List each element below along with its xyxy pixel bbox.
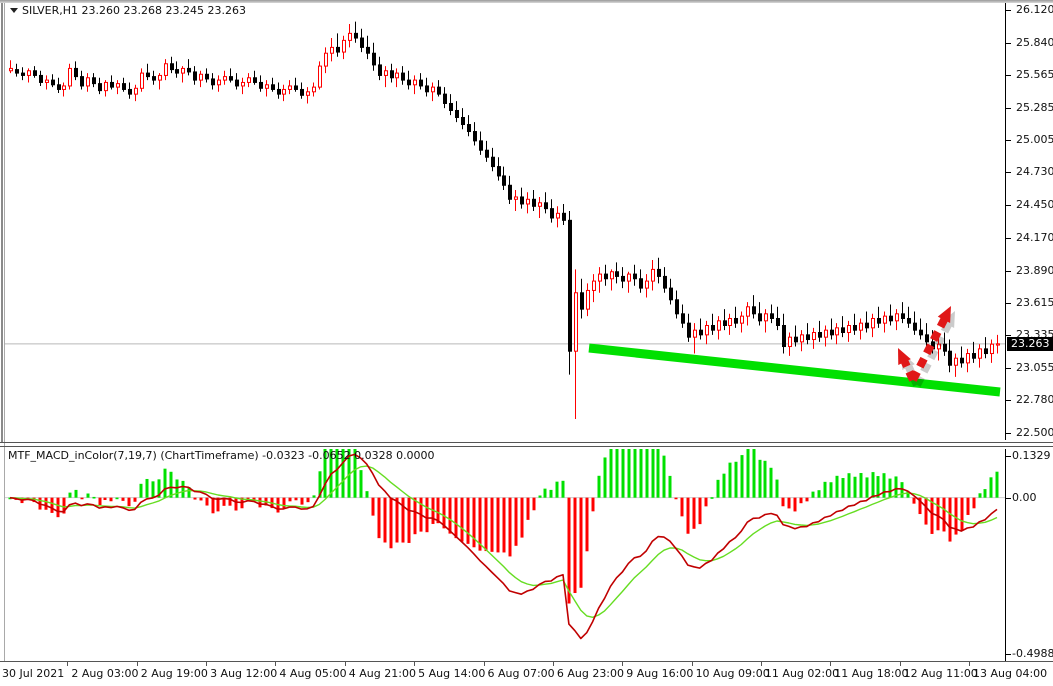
price-tick-label: 25.565: [1016, 67, 1053, 81]
time-tick-label: 4 Aug 21:00: [348, 667, 416, 680]
time-tick-label: 11 Aug 18:00: [834, 667, 909, 680]
price-tick-mark: [1006, 400, 1011, 402]
time-tick-mark: [622, 662, 624, 666]
time-tick-mark: [67, 662, 69, 666]
time-tick-mark: [136, 662, 138, 666]
price-tick-label: 25.840: [1016, 35, 1053, 49]
chevron-down-icon[interactable]: [10, 7, 18, 13]
window-top-border: [0, 0, 1053, 3]
time-tick-label: 12 Aug 11:00: [903, 667, 978, 680]
price-tick-mark: [1006, 172, 1011, 174]
price-tick-label: 26.120: [1016, 3, 1053, 16]
macd-indicator-pane[interactable]: [5, 449, 1005, 661]
price-tick-mark: [1006, 335, 1011, 337]
price-tick-mark: [1006, 368, 1011, 370]
macd-tick-label: 0.1329: [1012, 449, 1051, 462]
price-tick-label: 24.170: [1016, 230, 1053, 244]
price-tick-mark: [1006, 10, 1011, 11]
time-tick-label: 13 Aug 04:00: [973, 667, 1048, 680]
price-tick-label: 23.615: [1016, 295, 1053, 309]
time-tick-label: 6 Aug 23:00: [556, 667, 625, 680]
symbol-header[interactable]: SILVER,H1 23.260 23.268 23.245 23.263: [10, 5, 246, 17]
time-tick-mark: [206, 662, 208, 666]
price-tick-mark: [1006, 433, 1011, 434]
price-tick-mark: [1006, 140, 1011, 142]
price-axis[interactable]: 26.120 25.840 25.565 25.285 25.005 24.730 24.4…: [1005, 3, 1053, 440]
time-tick-mark: [760, 662, 762, 666]
time-axis[interactable]: 30 Jul 2021 2 Aug 03:00 2 Aug 19:00 3 Aug 1…: [0, 661, 1053, 686]
macd-tick-label: -0.4988: [1012, 647, 1053, 660]
macd-tick-mark: [1006, 654, 1011, 655]
price-tick-mark: [1006, 74, 1011, 76]
price-chart-pane[interactable]: [5, 3, 1005, 440]
price-tick-label: 23.055: [1016, 361, 1053, 375]
price-tick-mark: [1006, 302, 1011, 304]
time-tick-mark: [691, 662, 693, 666]
time-tick-mark: [830, 662, 832, 666]
left-scale-rail: [1, 3, 3, 443]
price-tick-mark: [1006, 107, 1011, 109]
pane-separator-1: [0, 442, 1053, 443]
macd-svg: [5, 449, 1005, 640]
time-tick-label: 2 Aug 19:00: [140, 667, 208, 680]
price-tick-label: 22.500: [1016, 426, 1053, 439]
time-tick-label: 2 Aug 03:00: [71, 667, 139, 680]
time-tick-mark: [969, 662, 970, 666]
time-tick-mark: [414, 662, 416, 666]
price-tick-mark: [1006, 237, 1011, 239]
pane-separator-2: [0, 446, 1053, 447]
price-tick-mark: [1006, 42, 1011, 44]
price-tick-label: 25.005: [1016, 133, 1053, 147]
time-tick-mark: [899, 662, 901, 666]
symbol-header-text: SILVER,H1 23.260 23.268 23.245 23.263: [22, 4, 246, 17]
price-tick-label: 23.335: [1016, 328, 1053, 342]
time-tick-label: 6 Aug 07:00: [487, 667, 555, 680]
price-tick-label: 24.730: [1016, 165, 1053, 179]
macd-tick-mark: [1006, 497, 1011, 499]
current-price-badge: 23.263: [1007, 336, 1053, 351]
price-tick-label: 23.890: [1016, 263, 1053, 277]
price-candlestick-svg: [5, 21, 1005, 419]
time-tick-label: 5 Aug 14:00: [418, 667, 486, 680]
indicator-header[interactable]: MTF_MACD_inColor(7,19,7) (ChartTimeframe…: [8, 449, 435, 462]
macd-tick-label: 0.00: [1012, 490, 1037, 504]
price-tick-label: 24.450: [1016, 198, 1053, 212]
time-tick-label: 4 Aug 05:00: [279, 667, 347, 680]
time-tick-mark: [483, 662, 485, 666]
time-tick-mark: [552, 662, 554, 666]
price-tick-label: 25.285: [1016, 100, 1053, 114]
time-tick-label: 9 Aug 16:00: [626, 667, 694, 680]
macd-axis: 0.1329 0.00 -0.4988: [1005, 449, 1053, 661]
time-tick-label: 3 Aug 12:00: [210, 667, 278, 680]
time-tick-label: 11 Aug 02:00: [764, 667, 840, 680]
time-tick-mark: [275, 662, 277, 666]
time-tick-label: 10 Aug 09:00: [695, 667, 770, 680]
time-tick-label: 30 Jul 2021: [2, 667, 65, 680]
price-tick-mark: [1006, 270, 1011, 272]
macd-tick-mark: [1006, 456, 1011, 457]
time-tick-mark: [344, 662, 346, 666]
price-tick-mark: [1006, 205, 1011, 207]
price-tick-label: 22.780: [1016, 393, 1053, 407]
